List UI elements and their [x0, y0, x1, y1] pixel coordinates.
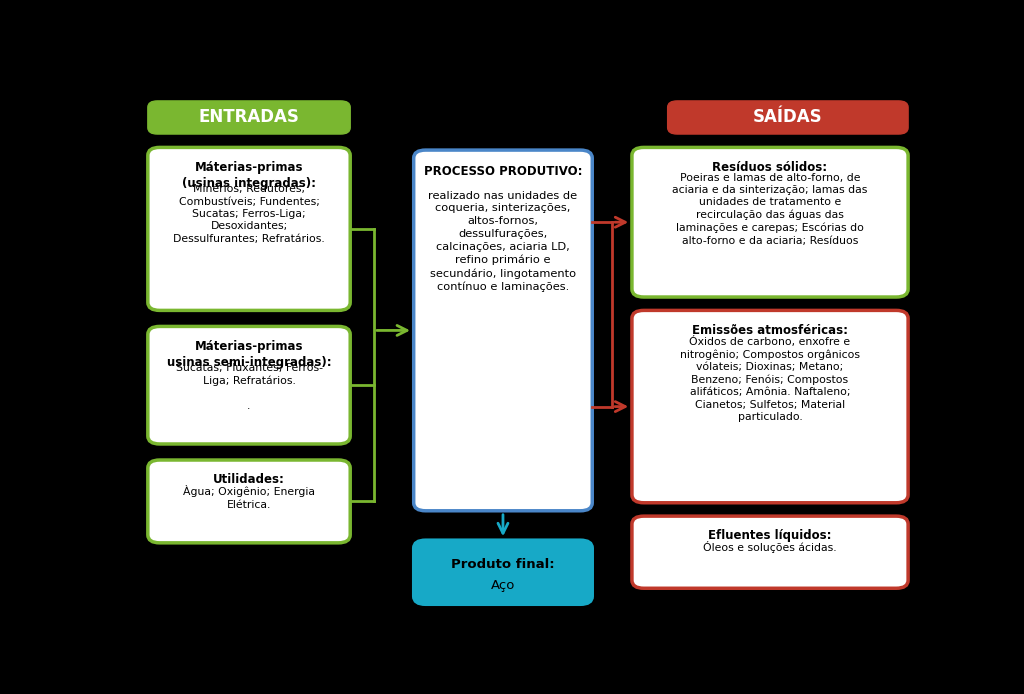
Text: Óleos e soluções ácidas.: Óleos e soluções ácidas. — [703, 541, 837, 553]
Text: Óxidos de carbono, enxofre e
nitrogênio; Compostos orgânicos
vólateis; Dioxinas;: Óxidos de carbono, enxofre e nitrogênio;… — [680, 335, 860, 422]
Text: Efluentes líquidos:: Efluentes líquidos: — [709, 530, 831, 543]
Text: PROCESSO PRODUTIVO:: PROCESSO PRODUTIVO: — [424, 165, 583, 178]
FancyBboxPatch shape — [632, 310, 908, 502]
FancyBboxPatch shape — [147, 326, 350, 444]
Text: Máterias-primas
(usinas integradas):: Máterias-primas (usinas integradas): — [182, 161, 316, 189]
Text: ENTRADAS: ENTRADAS — [199, 108, 299, 126]
FancyBboxPatch shape — [147, 101, 350, 134]
Text: Produto final:: Produto final: — [452, 558, 555, 571]
FancyBboxPatch shape — [147, 147, 350, 310]
Text: Poeiras e lamas de alto-forno, de
aciaria e da sinterização; lamas das
unidades : Poeiras e lamas de alto-forno, de aciari… — [673, 173, 867, 246]
FancyBboxPatch shape — [414, 150, 592, 511]
FancyBboxPatch shape — [414, 540, 592, 604]
FancyBboxPatch shape — [147, 460, 350, 543]
Text: Emissões atmosféricas:: Emissões atmosféricas: — [692, 324, 848, 337]
FancyBboxPatch shape — [632, 147, 908, 297]
FancyBboxPatch shape — [668, 101, 908, 134]
Text: SAÍDAS: SAÍDAS — [753, 108, 822, 126]
Text: Resíduos sólidos:: Resíduos sólidos: — [713, 161, 827, 174]
Text: Utilidades:: Utilidades: — [213, 473, 285, 486]
FancyBboxPatch shape — [632, 516, 908, 589]
Text: realizado nas unidades de
coqueria, sinterizações,
altos-fornos,
dessulfurações,: realizado nas unidades de coqueria, sint… — [428, 191, 578, 292]
Text: Aço: Aço — [490, 579, 515, 591]
Text: Máterias-primas
usinas semi-integradas):: Máterias-primas usinas semi-integradas): — [167, 340, 332, 369]
Text: Sucatas; Fluxantes; Ferros-
Liga; Refratários.

.: Sucatas; Fluxantes; Ferros- Liga; Refrat… — [175, 363, 323, 411]
Text: Minérios; Redutores;
Combustíveis; Fundentes;
Sucatas; Ferros-Liga;
Desoxidantes: Minérios; Redutores; Combustíveis; Funde… — [173, 185, 325, 244]
Text: Àgua; Oxigênio; Energia
Elétrica.: Àgua; Oxigênio; Energia Elétrica. — [183, 485, 315, 509]
